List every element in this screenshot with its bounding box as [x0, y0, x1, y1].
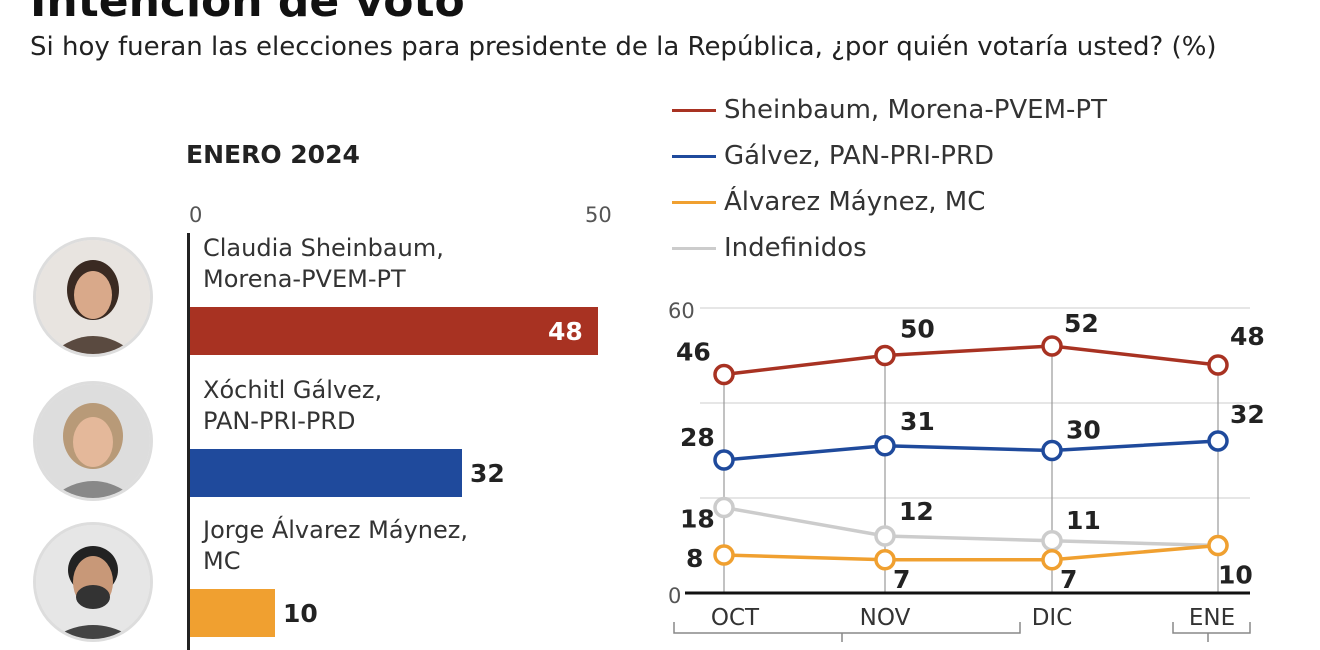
bar-category-label: Claudia Sheinbaum, Morena-PVEM-PT [203, 233, 444, 295]
data-point [713, 449, 735, 471]
series-line [723, 505, 1219, 548]
data-label: 12 [899, 497, 934, 526]
data-label: 30 [1066, 416, 1101, 445]
data-label: 28 [680, 423, 715, 452]
person-icon [36, 525, 150, 639]
bar-tick-0: 0 [189, 203, 203, 227]
bar [190, 307, 598, 355]
data-label: 31 [900, 407, 935, 436]
data-point [874, 549, 896, 571]
data-point [1207, 354, 1229, 376]
data-point [1041, 439, 1063, 462]
bar-category-line: Jorge Álvarez Máynez, [203, 516, 468, 544]
series-line [723, 344, 1219, 377]
data-label: 46 [676, 338, 711, 367]
bar-category-line: Morena-PVEM-PT [203, 265, 406, 293]
series-line [723, 439, 1219, 462]
legend-label: Sheinbaum, Morena-PVEM-PT [724, 95, 1107, 125]
x-tick-label: DIC [1032, 605, 1073, 631]
legend-label: Álvarez Máynez, MC [724, 187, 986, 217]
series-line [723, 543, 1219, 562]
data-point [713, 496, 735, 519]
legend-item-alvarez: Álvarez Máynez, MC [672, 187, 985, 217]
data-label: 10 [1218, 561, 1253, 590]
data-label: 32 [1230, 400, 1265, 429]
bar-value-label: 32 [470, 459, 505, 488]
period-bracket [673, 622, 1021, 642]
data-point [874, 435, 896, 457]
bar [190, 449, 462, 497]
y-tick-60: 60 [668, 299, 695, 323]
bar-value-label: 48 [548, 317, 583, 346]
data-point [874, 525, 896, 547]
avatar-sheinbaum [33, 237, 153, 357]
legend-swatch [672, 108, 716, 112]
data-point [713, 544, 735, 566]
data-label: 52 [1064, 309, 1099, 338]
bar-category-label: Xóchitl Gálvez, PAN-PRI-PRD [203, 375, 382, 437]
x-tick-label: OCT [711, 605, 760, 631]
bar-category-label: Jorge Álvarez Máynez, MC [203, 515, 468, 577]
person-icon [36, 384, 150, 498]
data-label: 18 [680, 505, 715, 534]
bar [190, 589, 275, 637]
data-label: 7 [893, 565, 910, 594]
chart-title: Intención de voto [30, 0, 465, 27]
legend-label: Indefinidos [724, 233, 867, 263]
legend-item-galvez: Gálvez, PAN-PRI-PRD [672, 141, 994, 171]
legend-swatch [672, 154, 716, 158]
bar-category-line: Claudia Sheinbaum, [203, 234, 444, 262]
bar-category-line: Xóchitl Gálvez, [203, 376, 383, 404]
data-point [874, 344, 896, 367]
avatar-alvarez [33, 522, 153, 642]
legend-item-sheinbaum: Sheinbaum, Morena-PVEM-PT [672, 95, 1107, 125]
bar-category-line: MC [203, 547, 241, 575]
bar-chart-title: ENERO 2024 [186, 140, 360, 169]
x-tick-label: NOV [860, 605, 911, 631]
data-point [1207, 430, 1229, 452]
legend-label: Gálvez, PAN-PRI-PRD [724, 141, 995, 171]
bar-value-label: 10 [283, 599, 318, 628]
data-point [1207, 534, 1229, 557]
data-label: 8 [686, 544, 703, 573]
data-point [1041, 335, 1063, 357]
data-label: 7 [1060, 565, 1077, 594]
data-label: 48 [1230, 322, 1265, 351]
bar-category-line: PAN-PRI-PRD [203, 407, 356, 435]
bar-tick-50: 50 [585, 203, 612, 227]
period-bracket [1172, 622, 1251, 642]
legend-swatch [672, 246, 716, 250]
y-tick-0: 0 [668, 584, 681, 608]
chart-subtitle: Si hoy fueran las elecciones para presid… [30, 32, 1217, 62]
bar-axis [187, 233, 190, 650]
data-label: 50 [900, 315, 935, 344]
avatar-galvez [33, 381, 153, 501]
x-tick-label: ENE [1189, 605, 1235, 631]
legend-item-indefinidos: Indefinidos [672, 233, 867, 263]
data-point [713, 363, 735, 386]
data-point [1041, 549, 1063, 571]
data-point [1041, 530, 1063, 552]
data-label: 11 [1066, 506, 1101, 535]
person-icon [36, 240, 150, 354]
legend-swatch [672, 200, 716, 204]
